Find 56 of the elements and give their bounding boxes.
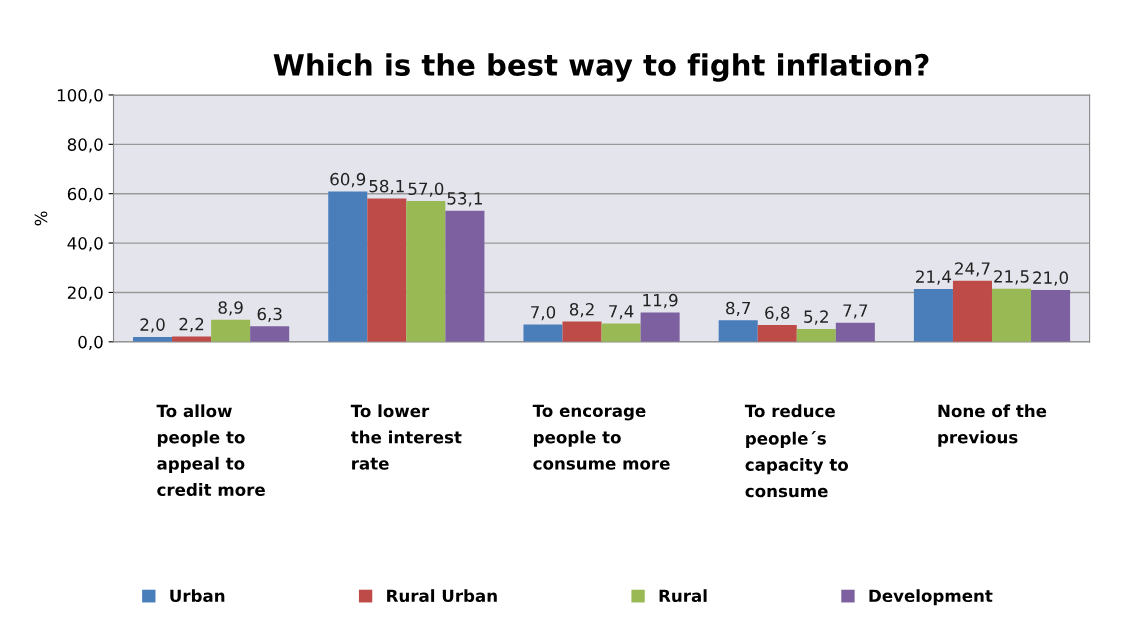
bar bbox=[718, 320, 758, 342]
data-label: 60,9 bbox=[330, 172, 366, 188]
data-label: 8,9 bbox=[218, 301, 243, 316]
legend-label: Development bbox=[869, 589, 993, 606]
bar bbox=[757, 325, 797, 342]
bar bbox=[991, 288, 1032, 342]
bar bbox=[952, 280, 992, 342]
legend-label: Urban bbox=[170, 589, 225, 603]
y-tick-label: 60,0 bbox=[67, 187, 103, 202]
data-label: 7,4 bbox=[609, 305, 634, 320]
data-label: 6,8 bbox=[765, 306, 790, 321]
bar bbox=[601, 323, 641, 342]
bar bbox=[523, 324, 563, 342]
data-label: 21,0 bbox=[1033, 271, 1068, 286]
x-tick-label: To reduce people´s capacity to consume bbox=[744, 404, 849, 498]
y-tick-label: 80,0 bbox=[67, 138, 103, 153]
bar bbox=[211, 319, 251, 342]
bar bbox=[835, 322, 875, 342]
x-tick-label: To lower the interest rate bbox=[350, 404, 462, 470]
data-label: 8,7 bbox=[726, 301, 751, 317]
bar bbox=[445, 210, 485, 342]
data-label: 2,0 bbox=[140, 318, 165, 333]
data-label: 6,3 bbox=[257, 307, 282, 322]
data-label: 57,0 bbox=[408, 182, 444, 197]
x-tick-label: To encorage people to consume more bbox=[532, 404, 670, 470]
data-label: 5,2 bbox=[804, 310, 828, 325]
bar bbox=[562, 321, 602, 342]
data-label: 53,1 bbox=[447, 192, 482, 207]
data-label: 7,0 bbox=[531, 305, 556, 321]
data-label: 8,2 bbox=[569, 302, 594, 318]
bar bbox=[367, 198, 407, 342]
chart-title: Which is the best way to fight inflation? bbox=[273, 53, 929, 82]
data-label: 21,5 bbox=[994, 270, 1029, 285]
y-tick-label: 100,0 bbox=[57, 88, 103, 104]
bar bbox=[913, 288, 953, 342]
bar bbox=[1031, 289, 1071, 342]
y-axis-title: % bbox=[34, 211, 48, 226]
data-label: 21,4 bbox=[916, 270, 952, 285]
bar bbox=[640, 312, 680, 342]
data-label: 24,7 bbox=[955, 262, 990, 277]
data-label: 7,7 bbox=[843, 304, 868, 319]
data-label: 11,9 bbox=[643, 293, 678, 309]
bar bbox=[328, 191, 368, 342]
bar bbox=[250, 326, 290, 342]
y-tick-label: 0,0 bbox=[78, 335, 103, 351]
legend-label: Rural Urban bbox=[387, 589, 497, 603]
x-tick-label: To allow people to appeal to credit more bbox=[156, 404, 265, 497]
bar bbox=[796, 328, 836, 342]
legend-label: Rural bbox=[659, 589, 707, 603]
y-tick-label: 40,0 bbox=[67, 237, 103, 252]
bar bbox=[406, 201, 446, 342]
bar bbox=[172, 336, 212, 342]
data-label: 58,1 bbox=[369, 179, 404, 195]
y-tick-label: 20,0 bbox=[67, 286, 103, 301]
x-tick-label: None of the previous bbox=[938, 404, 1047, 447]
data-label: 2,2 bbox=[179, 317, 204, 333]
